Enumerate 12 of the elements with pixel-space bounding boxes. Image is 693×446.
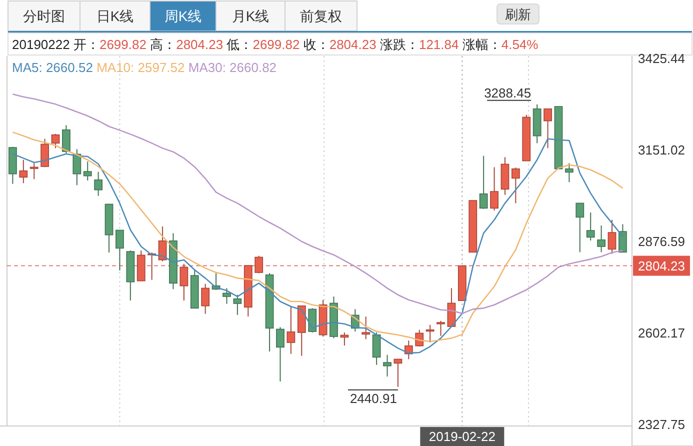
y-tick-label: 2602.17 [638,326,685,341]
y-tick-label: 2876.59 [638,234,685,250]
y-tick-label: 3425.44 [638,51,685,66]
text: 20190222 开：2699.82 高：2804.23 低：2699.82 收：2804.23 涨跌：121.84 涨幅：4.54% [12,37,538,52]
annotation-low: 2440.91 [347,389,398,406]
legend: MA5: 2660.52 MA10: 2597.52 MA30: 2660.82 [12,60,277,75]
tabs: 分时图 日K线 周K线 月K线 前复权 刷新 [8,0,540,32]
y-tick-label: 2327.75 [638,417,685,432]
ref-line-label: 2804.23 [638,258,685,274]
y-tick-label: 3151.02 [638,142,685,158]
annotation-high: 3288.45 [484,85,532,101]
date-label: 2019-02-22 [420,427,504,446]
